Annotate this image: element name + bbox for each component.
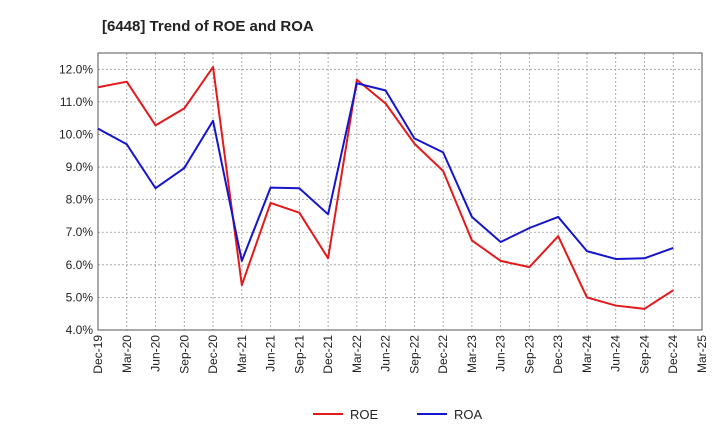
x-tick-label: Sep-22 (407, 335, 421, 374)
x-tick-label: Dec-20 (206, 335, 220, 374)
x-tick-label: Dec-21 (321, 335, 335, 374)
x-tick-label: Mar-20 (120, 335, 134, 373)
x-tick-label: Dec-23 (551, 335, 565, 374)
x-tick-label: Mar-25 (695, 335, 709, 373)
x-tick-label: Dec-22 (436, 335, 450, 374)
x-tick-label: Dec-24 (666, 335, 680, 374)
y-tick-label: 7.0% (66, 225, 94, 239)
plot-frame (97, 52, 703, 331)
chart-title: [6448] Trend of ROE and ROA (102, 18, 314, 35)
y-tick-label: 4.0% (66, 323, 94, 337)
axes: 4.0% 5.0% 6.0% 7.0% 8.0% 9.0% 10.0% 11.0% 12.0% D… (59, 52, 709, 374)
y-tick-label: 6.0% (66, 258, 94, 272)
x-tick-label: Jun-22 (379, 335, 393, 372)
x-tick-label: Mar-22 (350, 335, 364, 373)
legend-label-roa: ROA (454, 407, 483, 422)
series-line-roe (97, 66, 674, 310)
series-line-roa (97, 82, 674, 262)
series-layer (97, 66, 674, 310)
y-tick-label: 11.0% (60, 95, 93, 109)
x-tick-label: Sep-20 (177, 335, 191, 374)
x-tick-label: Sep-24 (637, 335, 651, 374)
grid (97, 53, 703, 331)
x-tick-label: Mar-23 (465, 335, 479, 373)
x-tick-label: Mar-24 (580, 335, 594, 373)
x-tick-label: Mar-21 (235, 335, 249, 373)
y-tick-label: 10.0% (59, 127, 93, 141)
legend: ROE ROA (313, 407, 483, 422)
y-tick-label: 5.0% (66, 290, 94, 304)
legend-label-roe: ROE (350, 407, 379, 422)
y-tick-label: 9.0% (66, 160, 94, 174)
x-tick-label: Jun-23 (494, 335, 508, 372)
x-tick-label: Sep-21 (292, 335, 306, 374)
x-tick-label: Sep-23 (522, 335, 536, 374)
y-tick-label: 12.0% (59, 62, 93, 76)
x-tick-label: Dec-19 (91, 335, 105, 374)
x-tick-label: Jun-24 (609, 335, 623, 372)
x-tick-label: Jun-20 (149, 335, 163, 372)
y-tick-label: 8.0% (66, 193, 94, 207)
x-tick-label: Jun-21 (264, 335, 278, 372)
